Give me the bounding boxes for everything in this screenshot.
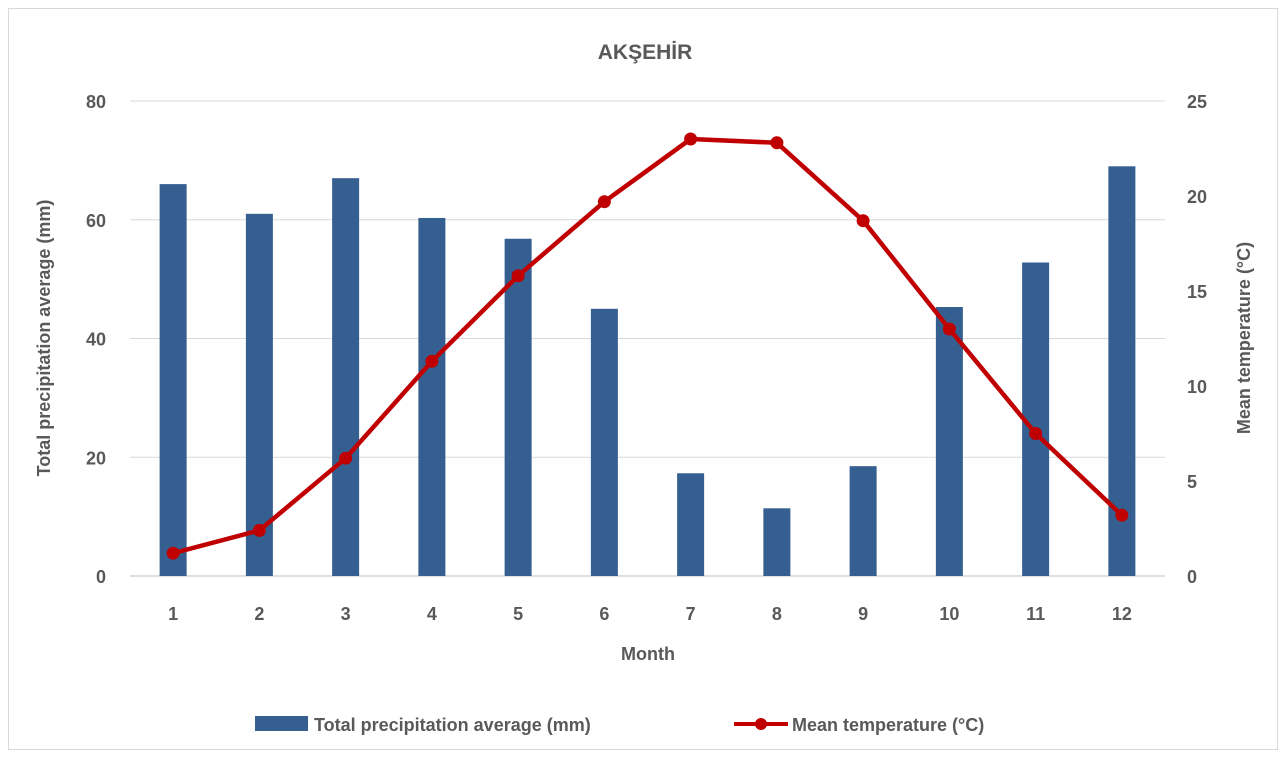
right-tick-label: 15 — [1187, 282, 1207, 302]
temperature-point — [770, 136, 784, 150]
precipitation-bar — [763, 508, 791, 576]
right-tick-label: 20 — [1187, 187, 1207, 207]
precipitation-bar — [935, 307, 963, 576]
precipitation-bar — [332, 178, 360, 576]
temperature-point — [597, 195, 611, 209]
left-tick-label: 40 — [86, 330, 106, 350]
precipitation-bar — [159, 184, 187, 576]
x-tick-label: 5 — [513, 604, 523, 624]
left-tick-label: 20 — [86, 448, 106, 468]
chart-title: AKŞEHİR — [598, 41, 693, 64]
temperature-point — [425, 354, 439, 368]
right-axis-label: Mean temperature (°C) — [1234, 242, 1254, 434]
temperature-point — [1029, 427, 1043, 440]
temperature-point — [856, 214, 870, 228]
temperature-line — [166, 132, 1129, 560]
precipitation-bar — [418, 217, 446, 576]
temperature-point — [942, 322, 956, 336]
x-tick-label: 9 — [858, 604, 868, 624]
temperature-series-line — [172, 136, 1124, 556]
chart-frame — [8, 8, 1278, 750]
precipitation-bar — [245, 213, 273, 576]
left-axis-ticks: 0 20 40 60 80 — [86, 92, 106, 587]
temperature-point — [684, 132, 698, 146]
precipitation-bar — [590, 308, 618, 576]
x-tick-label: 1 — [168, 604, 178, 624]
temperature-point — [339, 451, 353, 465]
right-tick-label: 10 — [1187, 377, 1207, 397]
right-tick-label: 0 — [1187, 567, 1197, 587]
x-tick-label: 4 — [427, 604, 437, 624]
precipitation-bar — [504, 238, 532, 576]
x-axis-label: Month — [621, 644, 675, 664]
x-axis-ticks: 1 2 3 4 5 6 7 8 9 10 11 12 — [168, 604, 1132, 624]
temperature-point — [166, 546, 180, 560]
x-tick-label: 8 — [772, 604, 782, 624]
x-tick-label: 2 — [254, 604, 264, 624]
legend-swatch-precipitation — [255, 716, 308, 731]
precipitation-bars — [159, 166, 1136, 576]
legend-swatch-temperature-marker — [755, 718, 767, 730]
legend-label-temperature: Mean temperature (°C) — [792, 715, 984, 735]
left-tick-label: 0 — [96, 567, 106, 587]
right-axis-ticks: 0 5 10 15 20 25 — [1187, 92, 1207, 587]
legend: Total precipitation average (mm) Mean te… — [255, 715, 984, 735]
left-tick-label: 60 — [86, 211, 106, 231]
left-tick-label: 80 — [86, 92, 106, 112]
x-tick-label: 3 — [341, 604, 351, 624]
legend-label-precipitation: Total precipitation average (mm) — [314, 715, 591, 735]
x-tick-label: 10 — [939, 604, 959, 624]
precipitation-bar — [849, 466, 877, 576]
x-tick-label: 11 — [1026, 604, 1045, 624]
left-axis-label: Total precipitation average (mm) — [34, 200, 54, 477]
right-tick-label: 25 — [1187, 92, 1207, 112]
gridlines — [130, 100, 1165, 577]
x-tick-label: 7 — [686, 604, 696, 624]
temperature-point — [252, 523, 266, 537]
x-tick-label: 6 — [599, 604, 609, 624]
temperature-point — [1115, 508, 1129, 522]
temperature-point — [511, 269, 525, 283]
precipitation-bar — [677, 473, 705, 576]
right-tick-label: 5 — [1187, 472, 1197, 492]
x-tick-label: 12 — [1112, 604, 1132, 624]
